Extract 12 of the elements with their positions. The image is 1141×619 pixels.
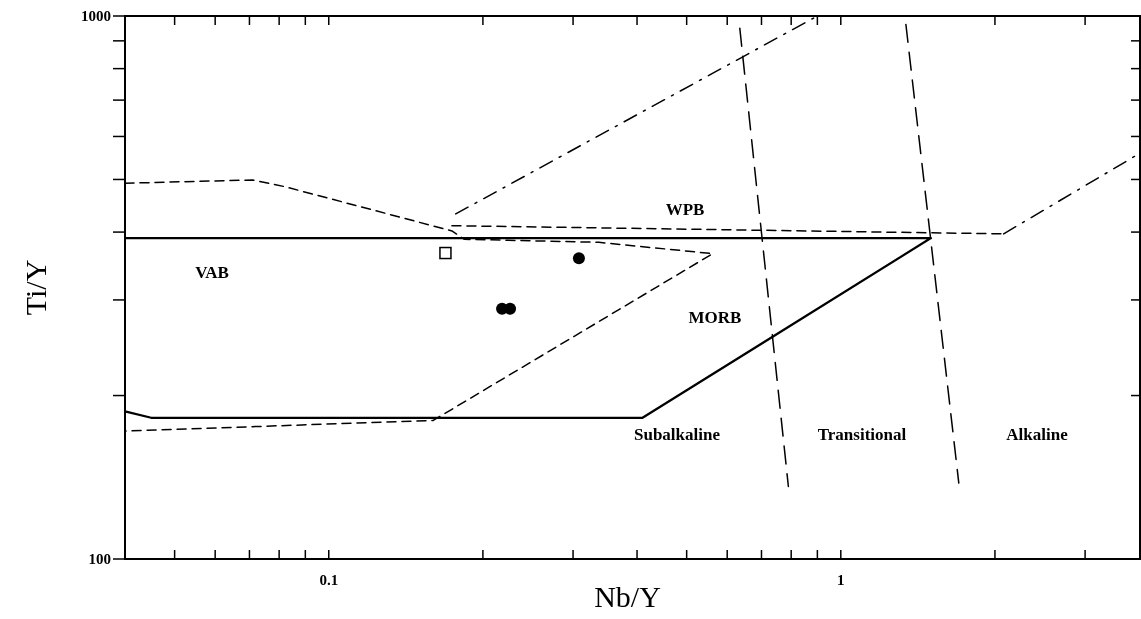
y-axis-title: Ti/Y <box>19 259 52 316</box>
annotation: MORB <box>688 308 742 327</box>
y-tick-label: 1000 <box>81 8 111 24</box>
annotation: WPB <box>665 200 705 219</box>
annotation: VAB <box>195 263 229 282</box>
annotation: Transitional <box>817 425 907 444</box>
y-tick-label: 100 <box>88 551 111 567</box>
x-axis-title: Nb/Y <box>594 580 661 613</box>
annotation: Subalkaline <box>634 425 721 444</box>
x-tick-label: 1 <box>837 572 845 588</box>
annotation: Alkaline <box>1006 425 1069 444</box>
x-tick-label: 0.1 <box>319 572 339 588</box>
